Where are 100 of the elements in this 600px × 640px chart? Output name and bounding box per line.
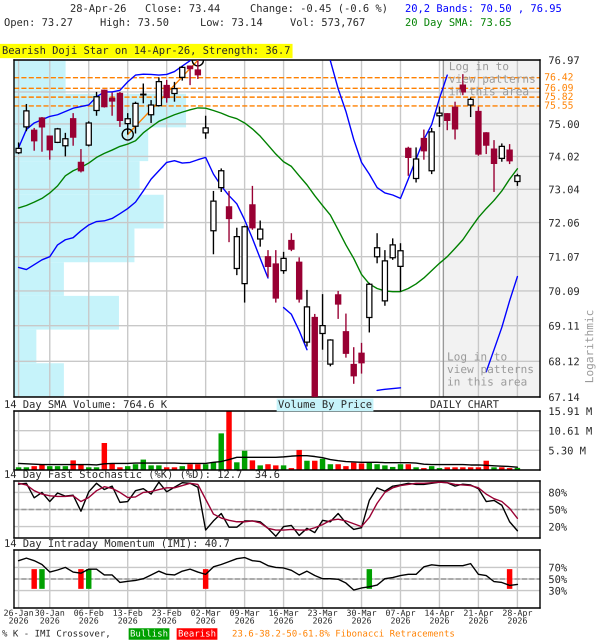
candlestick xyxy=(374,232,380,264)
candlestick xyxy=(257,220,264,248)
candlestick xyxy=(334,290,342,320)
text: Bearish xyxy=(178,630,216,637)
bar xyxy=(358,463,364,470)
text: Change: -0.45 (-0.6 %) xyxy=(250,4,386,14)
candlestick xyxy=(140,82,146,104)
bar xyxy=(320,458,326,470)
candlestick xyxy=(467,96,474,118)
x-tick-label: 07-Apr 2026 xyxy=(386,610,416,624)
y-tick-label: 10.61 M xyxy=(550,426,592,435)
x-tick-label: 30-Mar 2026 xyxy=(347,610,376,624)
candlestick xyxy=(490,139,498,193)
ref-line-label: 76.42 xyxy=(544,73,573,81)
candlestick xyxy=(30,127,38,152)
candlestick xyxy=(226,190,232,243)
text: Close: 73.44 xyxy=(146,4,220,12)
y-tick-label: 20% xyxy=(549,522,567,531)
chart-title: 14 Day SMA Volume: 764.6 K xyxy=(5,400,168,410)
y-tick-label: 50% xyxy=(549,575,567,584)
bar xyxy=(124,466,130,470)
candlestick xyxy=(23,103,30,132)
text: Bearish Doji Star on 14-Apr-26, Strength: 36.7 xyxy=(2,46,290,56)
bar xyxy=(180,466,185,470)
text: Volume By Price xyxy=(278,400,372,410)
x-tick-label: 30-Jan 2026 xyxy=(35,610,64,624)
x-tick-label: 23-Mar 2026 xyxy=(308,610,338,624)
y-tick-label: 70% xyxy=(549,564,567,572)
bar xyxy=(328,464,334,470)
candlestick xyxy=(93,91,100,116)
candlestick xyxy=(436,106,443,128)
candlestick xyxy=(70,112,76,146)
bar xyxy=(250,460,256,470)
candlestick xyxy=(78,148,84,174)
bar xyxy=(242,450,248,470)
candlestick xyxy=(194,60,202,80)
text: Open: 73.27 xyxy=(4,18,72,28)
candlestick xyxy=(280,251,287,274)
x-tick-label: 23-Feb 2026 xyxy=(152,609,182,624)
y-tick-label: 72.06 xyxy=(549,218,580,227)
x-tick-label: 26-Jan 2026 xyxy=(4,610,33,624)
text: Low: 73.14 xyxy=(201,18,262,26)
y-tick-label: 15.91 M xyxy=(550,407,592,416)
bar xyxy=(312,460,318,470)
y-tick-label: 5.30 M xyxy=(549,446,586,454)
candlestick xyxy=(249,185,256,230)
x-tick-label: 28-Apr 2026 xyxy=(502,610,532,624)
x-tick-label: 06-Feb 2026 xyxy=(74,609,104,624)
y-tick-label: 71.07 xyxy=(549,252,579,261)
candlestick xyxy=(171,81,178,102)
candlestick xyxy=(163,79,170,104)
bar xyxy=(102,443,108,470)
bar xyxy=(296,450,302,470)
y-tick-label: 80% xyxy=(549,488,567,497)
ref-line-label: 76.09 xyxy=(544,84,573,92)
candlestick xyxy=(319,293,326,350)
candlestick xyxy=(358,342,365,374)
candlestick xyxy=(514,173,521,187)
bar xyxy=(234,462,240,470)
y-tick-label: 50% xyxy=(549,506,567,514)
x-tick-label: 21-Apr 2026 xyxy=(464,610,494,624)
y-tick-label: 67.14 xyxy=(549,393,580,402)
ref-line-label: 75.82 xyxy=(544,92,573,100)
bar xyxy=(406,464,412,470)
candlestick xyxy=(218,168,224,193)
x-tick-label: 14-Apr 2026 xyxy=(425,610,454,624)
candlestick xyxy=(498,142,506,162)
x-tick-label: 02-Mar 2026 xyxy=(191,610,220,624)
text: 20,2 Bands: 70.50 , 76.95 xyxy=(406,4,561,14)
bar xyxy=(31,466,37,470)
candlestick xyxy=(350,346,357,385)
text: 28-Apr-26 xyxy=(70,4,126,14)
y-tick-label: 76.97 xyxy=(549,56,579,64)
bar xyxy=(428,466,434,470)
text: DAILY CHART xyxy=(430,400,499,408)
candlestick xyxy=(38,116,46,152)
bar xyxy=(62,466,68,470)
bar xyxy=(374,464,380,470)
text: 23.6-38.2-50-61.8% Fibonacci Retracements xyxy=(232,630,454,637)
bar xyxy=(304,460,310,470)
bar xyxy=(47,466,52,470)
bar xyxy=(202,464,208,470)
bar xyxy=(218,433,224,470)
text: Vol: 573,767 xyxy=(290,18,364,28)
candlestick xyxy=(342,312,350,358)
bar xyxy=(226,411,232,470)
candlestick xyxy=(179,65,186,82)
chart-title: 14 Day Fast Stochastic (%K) (%D): 12.7 34.6 xyxy=(5,470,280,480)
candlestick xyxy=(412,146,420,184)
candlestick xyxy=(186,64,194,86)
chart-title: 14 Day Intraday Momentum (IMI): 40.7 xyxy=(5,538,229,550)
y-axis-title: Logarithmic xyxy=(584,310,596,382)
line-series xyxy=(18,556,518,591)
legend-title: % K - IMI Crossover, xyxy=(2,630,109,638)
candlestick xyxy=(420,128,428,160)
y-tick-label: 68.12 xyxy=(549,358,579,366)
y-tick-label: 73.04 xyxy=(549,186,580,194)
x-tick-label: 09-Mar 2026 xyxy=(230,610,260,624)
ref-line-label: 75.55 xyxy=(544,102,573,109)
candlestick xyxy=(202,115,209,140)
